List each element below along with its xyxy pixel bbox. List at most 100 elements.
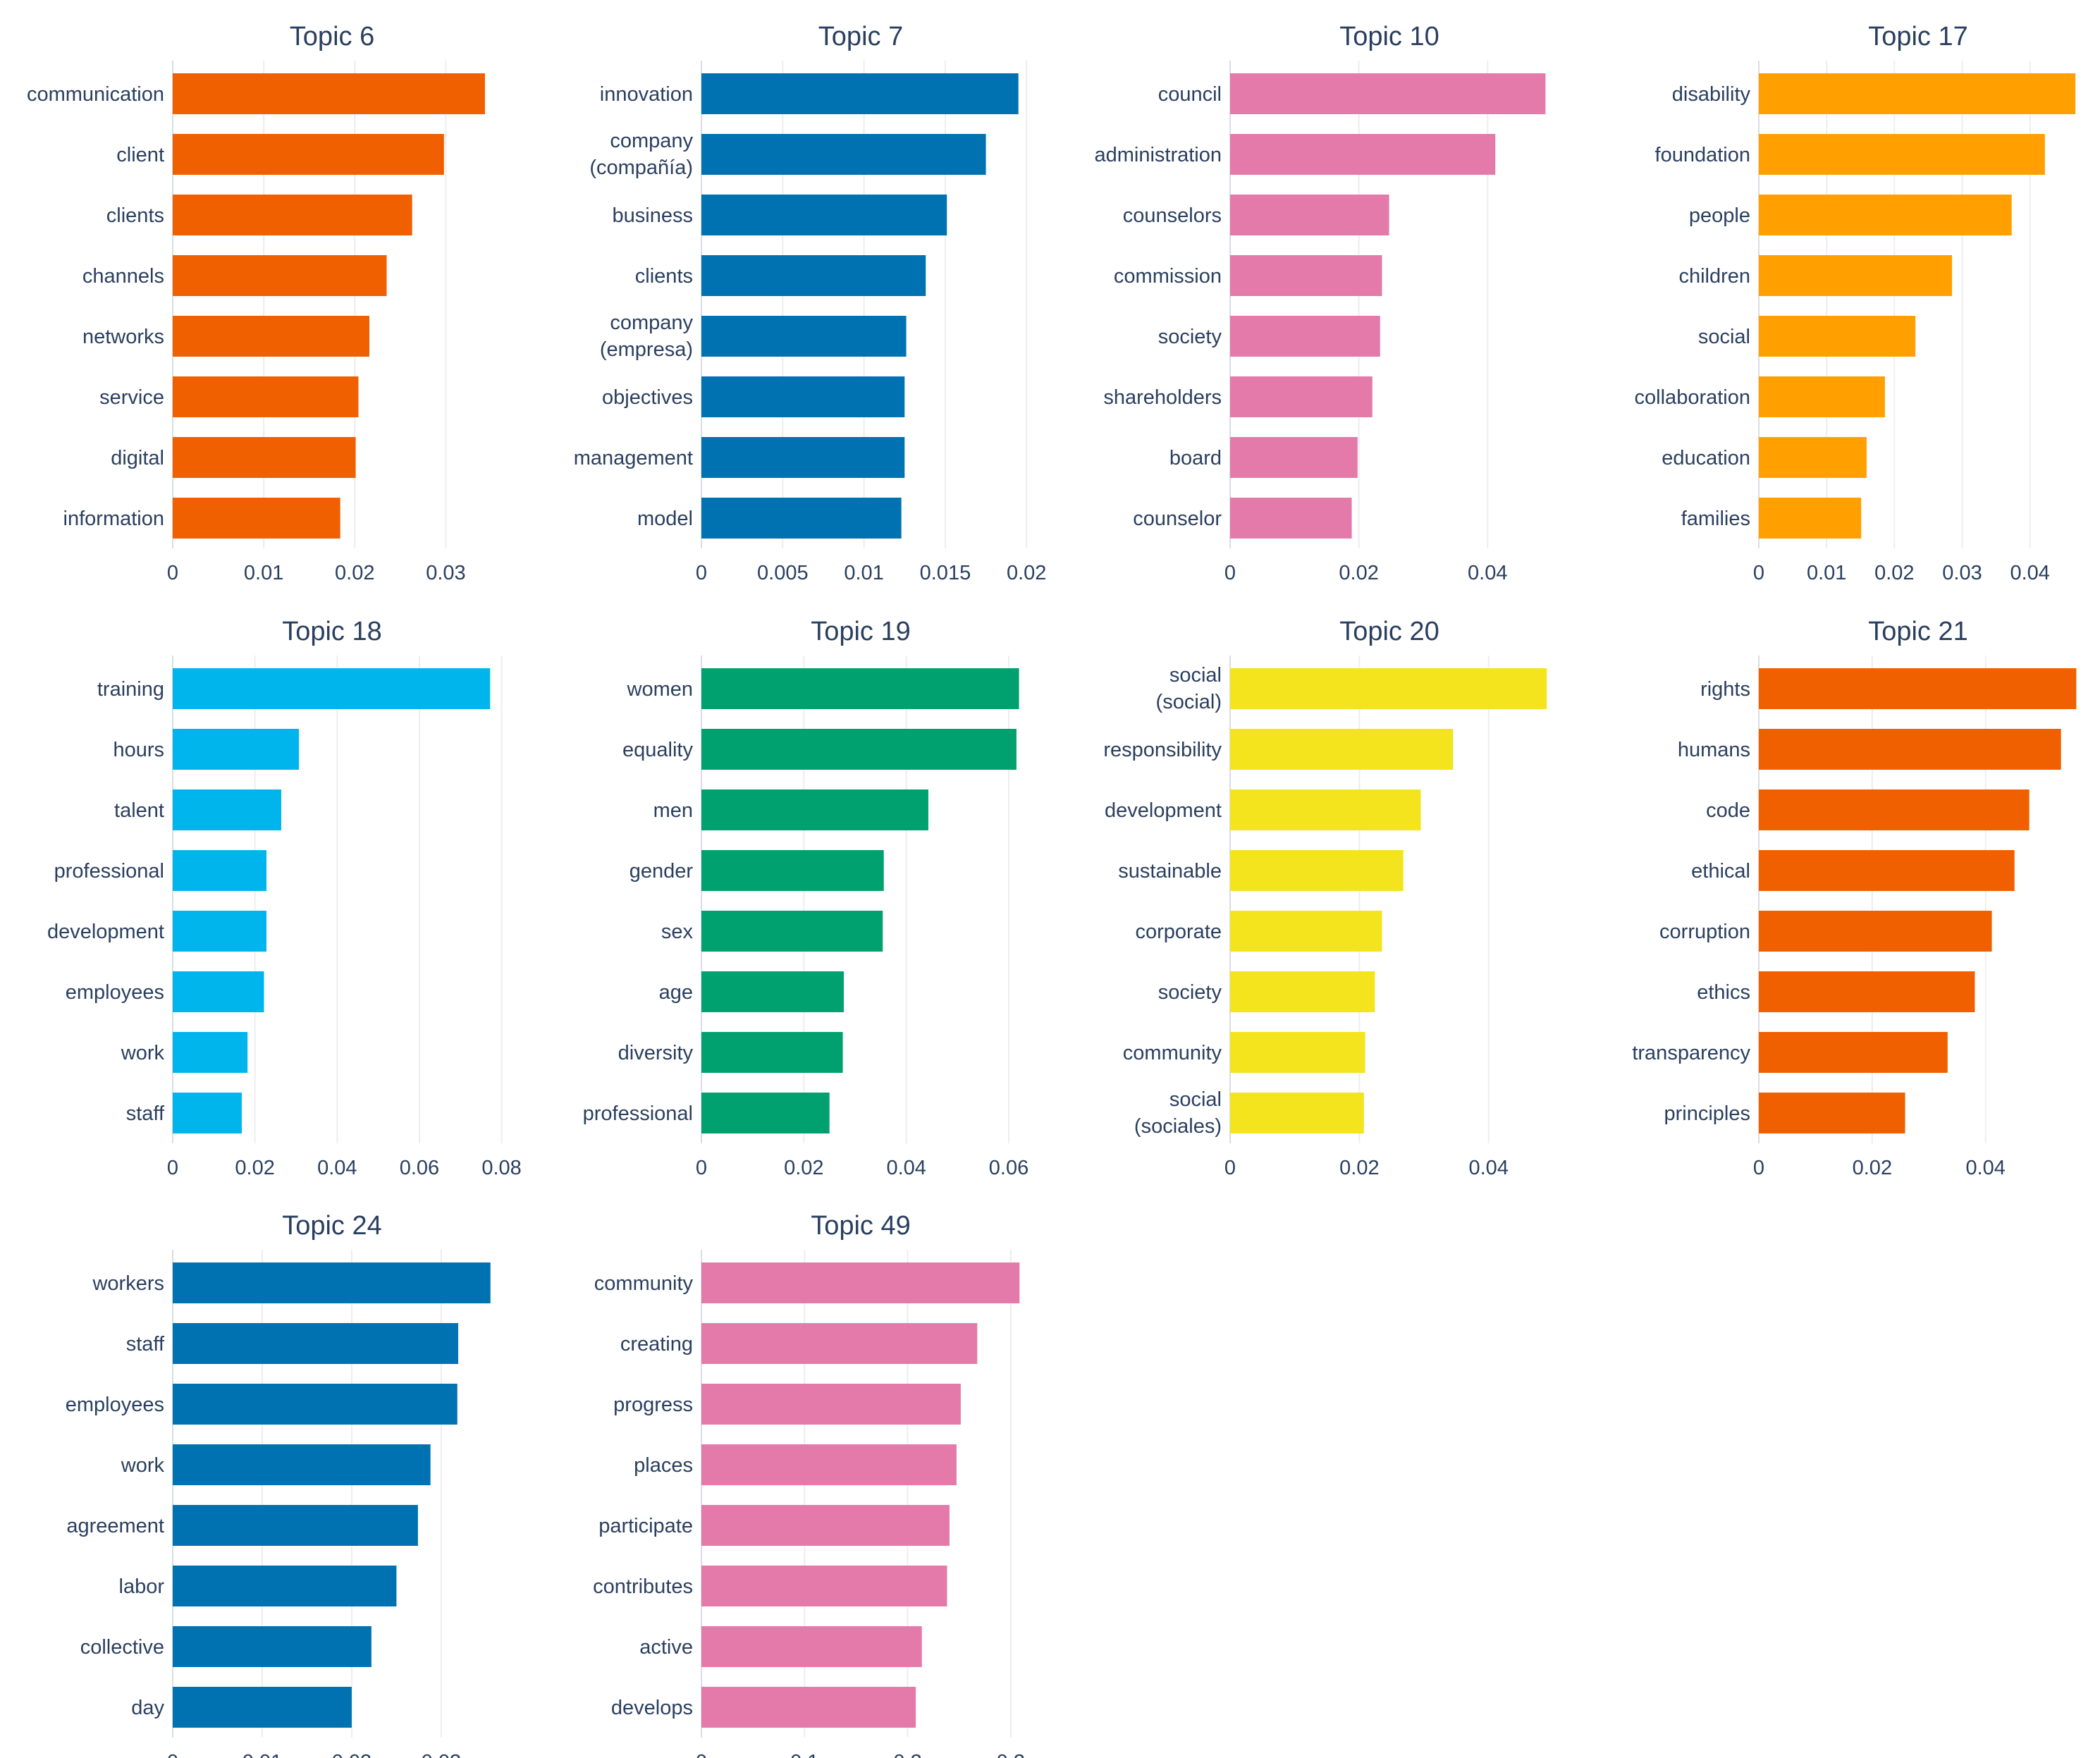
bar <box>1230 911 1382 952</box>
topic-chart: Topic 19 women equality men gender sex age dive… <box>583 617 1029 1179</box>
x-tick-label: 0.02 <box>235 1157 274 1179</box>
x-tick-label: 0 <box>1753 562 1764 584</box>
x-tick-label: 0.02 <box>784 1157 823 1179</box>
bar <box>1759 376 1885 417</box>
x-tick-label: 0.02 <box>1339 562 1378 584</box>
category-label: development <box>1105 799 1222 822</box>
bar <box>701 1687 916 1728</box>
category-label: professional <box>583 1102 693 1125</box>
category-label: board <box>1169 447 1222 469</box>
bar <box>1230 73 1546 114</box>
category-label: clients <box>106 204 164 227</box>
category-label: objectives <box>602 386 693 409</box>
category-label: disability <box>1672 83 1751 106</box>
category-label: society <box>1158 981 1222 1004</box>
category-label: community <box>1123 1042 1222 1064</box>
x-tick-label: 0.04 <box>886 1157 926 1179</box>
x-tick-label: 0 <box>696 562 707 584</box>
category-label: shareholders <box>1103 386 1222 409</box>
x-tick-label: 0.08 <box>481 1157 521 1179</box>
category-label: contributes <box>593 1575 693 1598</box>
x-tick-label: 0.3 <box>997 1751 1025 1758</box>
topic-chart: Topic 10 council administration counselors c… <box>1094 22 1546 584</box>
chart-title: Topic 6 <box>290 22 374 51</box>
category-label: responsibility <box>1103 739 1222 761</box>
category-label: principles <box>1664 1102 1751 1125</box>
category-label: foundation <box>1655 144 1750 166</box>
chart-title: Topic 10 <box>1339 22 1439 51</box>
category-label: sex <box>661 921 694 943</box>
category-label: corporate <box>1135 921 1222 943</box>
bar <box>1759 1032 1948 1073</box>
category-label: humans <box>1678 739 1750 761</box>
bar <box>701 1505 950 1546</box>
category-label: staff <box>126 1333 165 1356</box>
bar <box>173 498 340 539</box>
category-label: places <box>634 1454 693 1477</box>
bar <box>173 1687 352 1728</box>
category-label: ethical <box>1691 860 1750 883</box>
bar <box>1230 195 1389 235</box>
bar <box>701 729 1017 770</box>
bar <box>1230 850 1404 891</box>
bar <box>701 195 947 235</box>
category-label: education <box>1662 447 1750 469</box>
x-tick-label: 0.02 <box>1853 1157 1892 1179</box>
bar <box>1230 437 1358 478</box>
x-tick-label: 0.01 <box>242 1751 282 1758</box>
chart-title: Topic 19 <box>811 617 911 646</box>
category-label: progress <box>613 1394 693 1416</box>
x-tick-label: 0.1 <box>790 1751 818 1758</box>
bar <box>1230 376 1373 417</box>
bar <box>173 1093 242 1133</box>
bar <box>1230 1093 1364 1133</box>
bar <box>173 1444 431 1485</box>
x-tick-label: 0.02 <box>332 1751 372 1758</box>
x-tick-label: 0.005 <box>757 562 809 584</box>
bar <box>1759 437 1867 478</box>
bar <box>1759 911 1992 952</box>
category-label: ethics <box>1697 981 1750 1004</box>
category-label: social <box>1698 326 1750 348</box>
bar <box>701 316 907 357</box>
bar <box>701 911 883 952</box>
category-label: council <box>1158 83 1222 106</box>
category-label: clients <box>635 265 693 288</box>
bar <box>173 255 387 296</box>
bar <box>701 789 928 830</box>
x-tick-label: 0.02 <box>1874 562 1914 584</box>
category-label: employees <box>66 981 164 1004</box>
category-label: women <box>627 678 694 701</box>
bar <box>1759 134 2045 175</box>
topic-chart: Topic 24 workers staff employees work agreeme… <box>66 1211 491 1758</box>
bar <box>701 255 926 296</box>
bar <box>701 437 905 478</box>
x-tick-label: 0.06 <box>400 1157 439 1179</box>
bar <box>1759 498 1862 539</box>
topic-chart: Topic 7 innovation company (compañía) busine… <box>574 22 1047 584</box>
category-label: active <box>639 1636 693 1659</box>
chart-title: Topic 21 <box>1868 617 1968 646</box>
x-tick-label: 0.03 <box>426 562 465 584</box>
x-tick-label: 0.04 <box>1468 562 1507 584</box>
bar <box>173 1505 418 1546</box>
bar <box>1759 729 2061 770</box>
topic-chart: Topic 49 community creating progress places p… <box>593 1211 1025 1758</box>
x-tick-label: 0 <box>167 1751 178 1758</box>
category-label: professional <box>54 860 164 883</box>
category-label: client <box>116 144 164 166</box>
category-label: management <box>574 447 693 469</box>
chart-title: Topic 20 <box>1339 617 1439 646</box>
bar <box>173 850 266 891</box>
category-label: (sociales) <box>1134 1115 1222 1138</box>
bar <box>173 971 264 1012</box>
bar <box>173 437 356 478</box>
bar <box>701 1444 957 1485</box>
bar <box>1759 971 1975 1012</box>
category-label: men <box>653 799 693 822</box>
bar <box>173 1566 397 1606</box>
bar <box>701 1566 947 1606</box>
bar <box>1230 316 1380 357</box>
category-label: families <box>1681 508 1750 530</box>
